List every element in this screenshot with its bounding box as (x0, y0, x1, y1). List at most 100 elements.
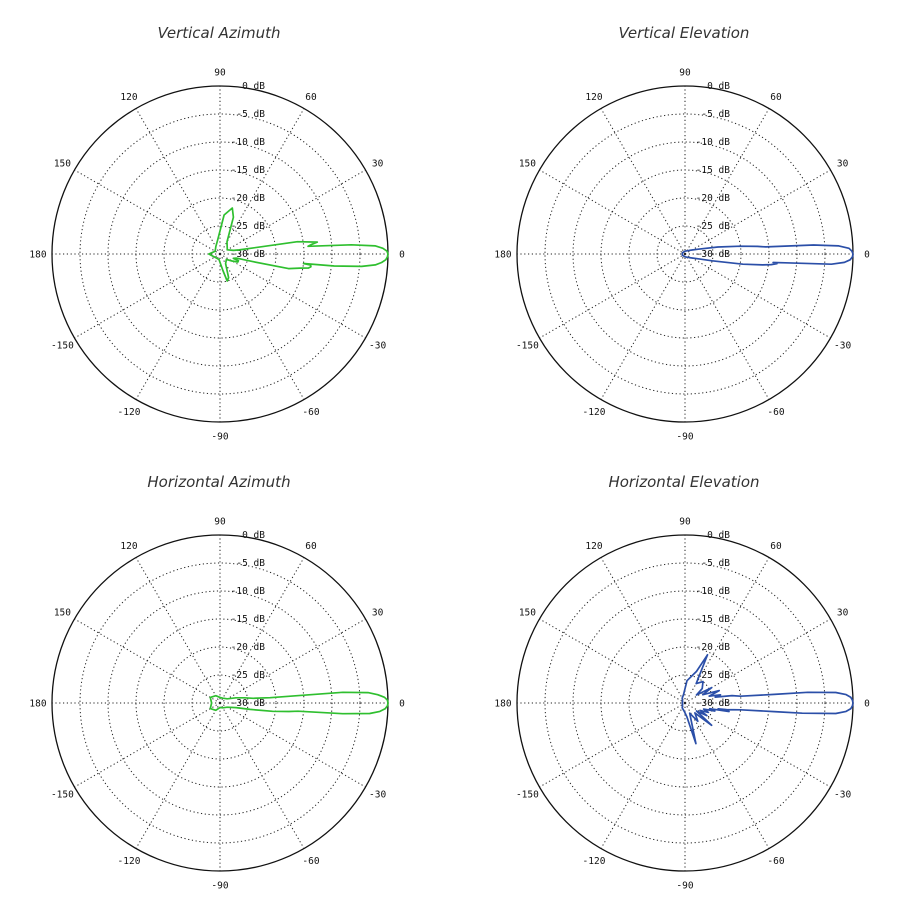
grid-spoke (219, 253, 366, 339)
ring-label: -15 dB (696, 614, 731, 625)
grid-spoke (74, 618, 221, 704)
angle-label: -30 (834, 341, 851, 352)
grid-spoke (219, 108, 305, 255)
pattern-line (681, 653, 854, 745)
angle-label: -120 (583, 856, 606, 867)
angle-label: -90 (676, 881, 693, 892)
grid-spoke (684, 253, 770, 400)
grid-spoke (219, 702, 305, 849)
angle-label: -60 (767, 407, 784, 418)
grid-spoke (219, 702, 366, 788)
grid-ring (628, 197, 742, 311)
angle-label: -120 (118, 856, 141, 867)
grid-spoke (219, 169, 366, 255)
angle-label: 30 (837, 159, 849, 170)
angle-label: -120 (583, 407, 606, 418)
grid-ring (572, 590, 798, 816)
ring-label: 0 dB (707, 81, 730, 92)
pattern-line (207, 207, 389, 282)
grid-spoke (135, 702, 221, 849)
grid-spoke (684, 702, 770, 849)
ring-label: -20 dB (696, 642, 731, 653)
grid-ring (79, 113, 361, 395)
grid-spoke (684, 702, 831, 788)
grid-ring (107, 141, 333, 367)
ring-label: -5 dB (236, 558, 265, 569)
angle-label: 180 (29, 250, 46, 261)
grid-ring (163, 197, 277, 311)
angle-label: -120 (118, 407, 141, 418)
angle-label: -30 (369, 341, 386, 352)
grid-spoke (219, 253, 305, 400)
angle-label: 60 (770, 541, 782, 552)
angle-label: 150 (54, 159, 71, 170)
grid-spoke (600, 557, 686, 704)
angle-label: 90 (679, 68, 691, 79)
ring-label: 0 dB (242, 530, 265, 541)
ring-label: -30 dB (696, 249, 731, 260)
angle-label: 150 (54, 608, 71, 619)
grid-ring (544, 113, 826, 395)
grid-spoke (684, 557, 770, 704)
angle-label: -90 (211, 432, 228, 443)
grid-spoke (74, 253, 221, 339)
grid-spoke (600, 108, 686, 255)
angle-label: -30 (369, 790, 386, 801)
grid-spoke (539, 169, 686, 255)
ring-label: -30 dB (231, 698, 266, 709)
ring-label: 0 dB (707, 530, 730, 541)
ring-label: -25 dB (231, 670, 266, 681)
grid-ring (79, 562, 361, 844)
angle-label: -150 (51, 790, 74, 801)
grid-spoke (74, 702, 221, 788)
angle-label: -60 (302, 856, 319, 867)
chart-title: Vertical Elevation (618, 24, 750, 42)
grid-spoke (135, 253, 221, 400)
ring-label: -5 dB (236, 109, 265, 120)
chart-title: Horizontal Elevation (608, 473, 760, 491)
grid-spoke (684, 618, 831, 704)
angle-label: 150 (519, 159, 536, 170)
grid-spoke (219, 618, 366, 704)
ring-label: -20 dB (696, 193, 731, 204)
grid-spoke (600, 702, 686, 849)
ring-label: -30 dB (696, 698, 731, 709)
ring-label: -15 dB (696, 165, 731, 176)
angle-label: 90 (214, 68, 226, 79)
ring-label: -15 dB (231, 165, 266, 176)
angle-label: 0 (864, 250, 870, 261)
grid-ring (191, 674, 249, 732)
angle-label: 60 (770, 92, 782, 103)
chart-title: Horizontal Azimuth (147, 473, 291, 491)
angle-label: 120 (585, 541, 602, 552)
angle-label: 180 (29, 699, 46, 710)
angle-label: 180 (494, 250, 511, 261)
angle-label: 90 (679, 517, 691, 528)
angle-label: -60 (302, 407, 319, 418)
grid-ring (544, 562, 826, 844)
polar-chart-vertical-azimuth: 0 dB -5 dB -10 dB -15 dB -20 dB -25 dB -30 dB 0… (29, 68, 405, 443)
polar-chart-vertical-elevation: 0 dB -5 dB -10 dB -15 dB -20 dB -25 dB -30 dB 0… (494, 68, 870, 443)
polar-chart-horizontal-azimuth: 0 dB -5 dB -10 dB -15 dB -20 dB -25 dB -30 dB 0… (29, 517, 405, 892)
angle-label: 30 (372, 159, 384, 170)
ring-label: -5 dB (701, 558, 730, 569)
grid-ring (191, 225, 249, 283)
grid-ring (572, 141, 798, 367)
grid-spoke (539, 618, 686, 704)
ring-label: -25 dB (696, 221, 731, 232)
ring-label: -10 dB (231, 586, 266, 597)
grid-spoke (135, 108, 221, 255)
angle-label: 0 (399, 250, 405, 261)
angle-label: 90 (214, 517, 226, 528)
angle-label: -60 (767, 856, 784, 867)
chart-panel-vertical-azimuth: Vertical Azimuth 0 dB -5 dB -10 dB -15 dB -2… (4, 0, 434, 448)
ring-label: -20 dB (231, 193, 266, 204)
angle-label: 120 (585, 92, 602, 103)
ring-label: -10 dB (696, 137, 731, 148)
chart-panel-horizontal-elevation: Horizontal Elevation 0 dB -5 dB -10 dB -15 … (469, 449, 899, 897)
ring-label: -10 dB (231, 137, 266, 148)
ring-label: -20 dB (231, 642, 266, 653)
ring-label: -15 dB (231, 614, 266, 625)
polar-chart-horizontal-elevation: 0 dB -5 dB -10 dB -15 dB -20 dB -25 dB -30 dB 0… (494, 517, 870, 892)
grid-ring (628, 646, 742, 760)
